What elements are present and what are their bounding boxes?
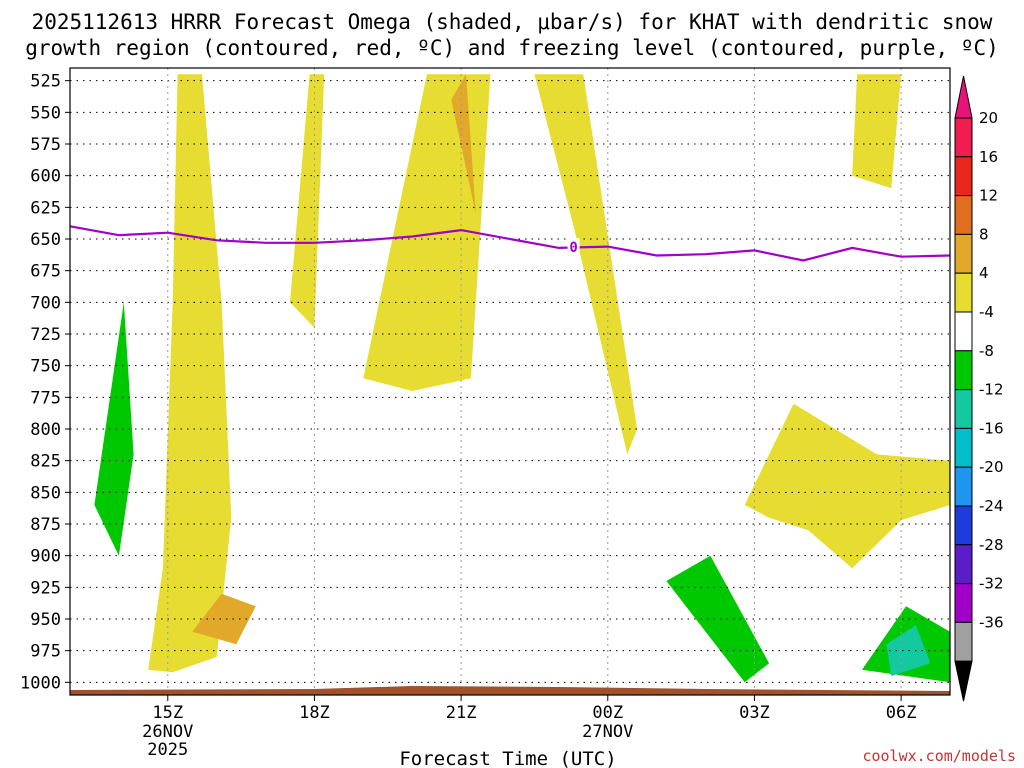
plot-frame <box>69 67 951 696</box>
omega-neg-region-green-1 <box>666 555 770 683</box>
x-tick-label: 18Z <box>299 703 330 723</box>
colorbar-swatch <box>954 466 973 507</box>
y-tick-label: 525 <box>30 72 61 92</box>
colorbar-legend: 20 16 12 8 4 -4 -8 -12 -16 -20 -24 -28 -32 -36 <box>954 75 1004 702</box>
colorbar-top-arrow <box>954 75 973 119</box>
colorbar-swatch <box>954 621 973 662</box>
credit-text: coolwx.com/models <box>862 747 1016 765</box>
freezing-level-label: 0 <box>569 240 577 256</box>
colorbar-bottom-arrow <box>954 660 973 702</box>
y-tick-label: 600 <box>30 167 61 187</box>
omega-shaded-regions <box>94 74 950 683</box>
omega-region-yellow-4 <box>744 403 950 569</box>
omega-region-yellow-1 <box>290 74 325 328</box>
colorbar-swatch <box>954 544 973 585</box>
y-tick-label: 550 <box>30 103 61 123</box>
x-tick-label: 06Z <box>886 703 917 723</box>
y-tick-label: 650 <box>30 230 61 250</box>
x-tick-year: 2025 <box>147 740 188 760</box>
gridlines <box>70 68 950 695</box>
freezing-level-line <box>69 225 951 262</box>
colorbar-swatch <box>954 311 973 352</box>
colorbar-label: -32 <box>979 575 1004 593</box>
terrain-ground-band <box>70 686 950 695</box>
y-tick-label: 700 <box>30 293 61 313</box>
y-tick-label: 925 <box>30 578 61 598</box>
colorbar-swatch <box>954 505 973 546</box>
colorbar-swatch <box>954 350 973 391</box>
colorbar-swatch <box>954 233 973 274</box>
y-tick-label: 575 <box>30 135 61 155</box>
y-tick-label: 775 <box>30 388 61 408</box>
colorbar-label: -28 <box>979 536 1004 554</box>
x-tick-date: 27NOV <box>582 722 633 742</box>
omega-region-yellow-2 <box>363 74 491 392</box>
x-tick-label: 03Z <box>739 703 770 723</box>
y-tick-label: 850 <box>30 483 61 503</box>
omega-region-orange-7 <box>451 74 476 214</box>
x-tick-label: 00Z <box>592 703 623 723</box>
colorbar-label: -12 <box>979 381 1004 399</box>
y-tick-label: 975 <box>30 642 61 662</box>
y-tick-label: 900 <box>30 547 61 567</box>
y-axis-ticks: 525 550 575 600 625 650 675 700 725 750 775 800 825 8… <box>20 72 70 693</box>
y-tick-label: 1000 <box>20 673 61 693</box>
colorbar-swatch <box>954 389 973 429</box>
y-tick-label: 825 <box>30 452 61 472</box>
colorbar-label: 12 <box>979 187 998 205</box>
omega-neg-region-green-0 <box>94 302 134 556</box>
colorbar-label: 8 <box>979 225 989 243</box>
colorbar-swatch <box>954 272 973 313</box>
colorbar-label: -4 <box>979 303 994 321</box>
omega-region-yellow-0 <box>148 74 232 673</box>
colorbar-label: -16 <box>979 419 1004 437</box>
omega-region-orange-6 <box>192 593 256 645</box>
y-tick-label: 675 <box>30 262 61 282</box>
plot-area: 0 <box>69 67 951 696</box>
y-tick-label: 950 <box>30 610 61 630</box>
colorbar-label: 4 <box>979 264 989 282</box>
y-tick-label: 750 <box>30 357 61 377</box>
colorbar-label: -36 <box>979 613 1004 631</box>
colorbar-label: -8 <box>979 342 994 360</box>
colorbar-label: 16 <box>979 148 998 166</box>
y-tick-label: 725 <box>30 325 61 345</box>
chart-title-line-1: 2025112613 HRRR Forecast Omega (shaded, … <box>32 10 993 34</box>
colorbar-swatch <box>954 195 973 235</box>
colorbar-label: 20 <box>979 109 998 127</box>
freezing-label-bg <box>567 238 580 256</box>
colorbar-label: -24 <box>979 497 1004 515</box>
colorbar-swatch <box>954 117 973 158</box>
colorbar-swatch <box>954 583 973 623</box>
omega-neg-region-teal-3 <box>886 625 931 676</box>
x-tick-label: 15Z <box>152 703 183 723</box>
omega-region-yellow-3 <box>534 74 638 455</box>
freezing-level-layer: 0 <box>69 225 951 262</box>
chart-title-line-2: growth region (contoured, red, ºC) and f… <box>25 36 999 60</box>
y-tick-label: 800 <box>30 420 61 440</box>
omega-region-yellow-5 <box>852 74 902 189</box>
colorbar-swatch <box>954 156 973 197</box>
x-tick-date: 26NOV <box>142 722 193 742</box>
colorbar-label: -20 <box>979 458 1004 476</box>
x-tick-label: 21Z <box>446 703 477 723</box>
y-tick-label: 625 <box>30 198 61 218</box>
x-axis-title: Forecast Time (UTC) <box>399 748 616 768</box>
y-tick-label: 875 <box>30 515 61 535</box>
colorbar-swatch <box>954 427 973 468</box>
